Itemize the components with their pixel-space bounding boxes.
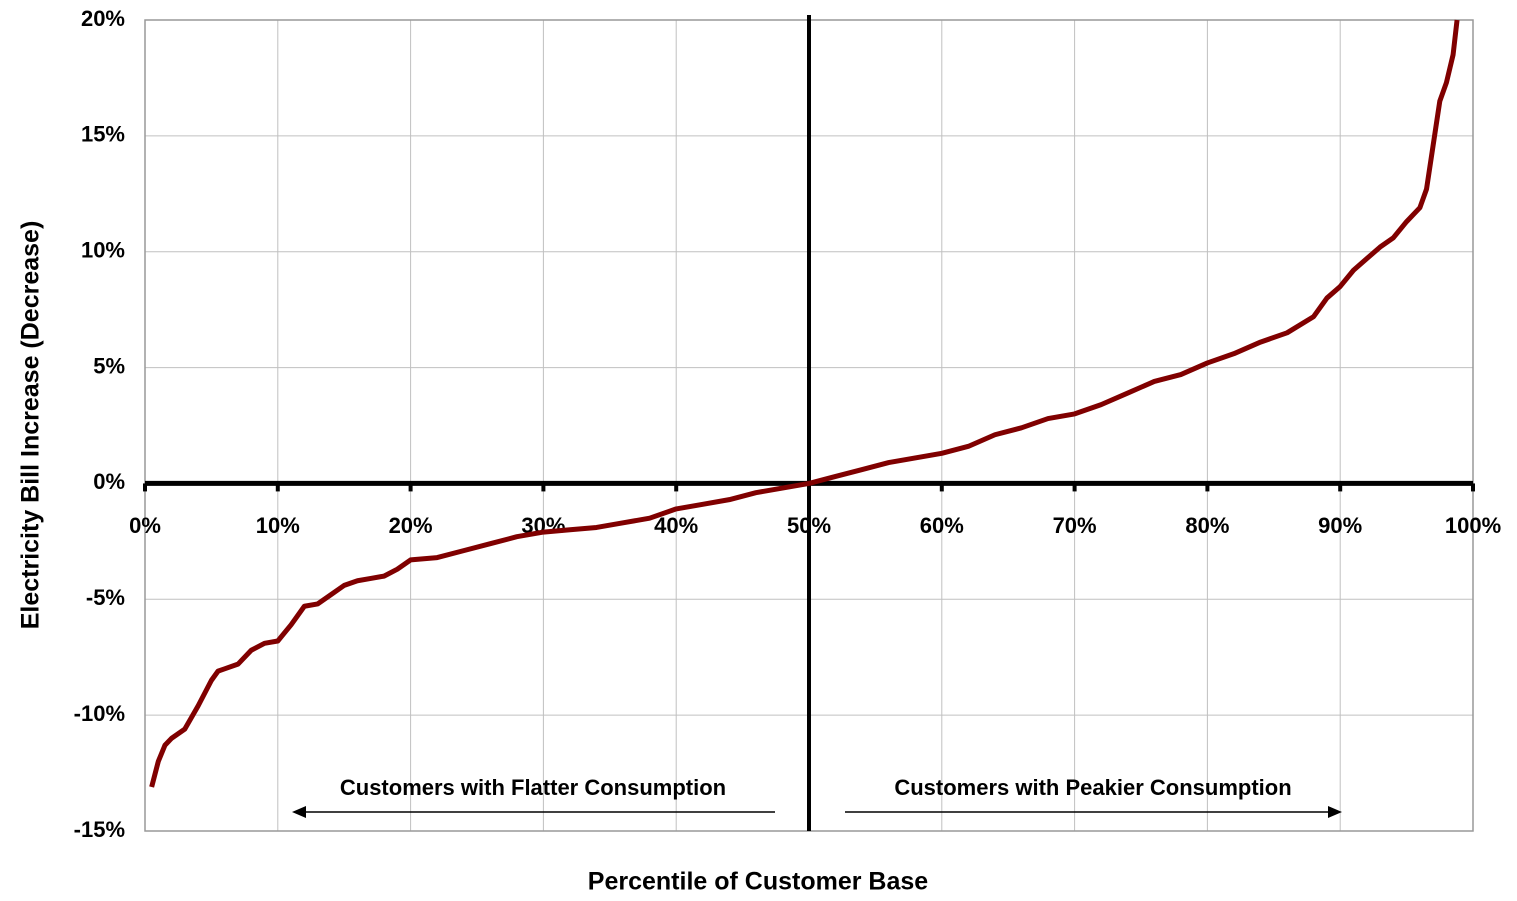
y-tick-label: 0% <box>93 469 125 494</box>
y-tick-label: 15% <box>81 122 125 147</box>
x-axis-title: Percentile of Customer Base <box>588 868 928 896</box>
data-line <box>149 19 1460 788</box>
arrow-head <box>1328 806 1342 818</box>
y-tick-label: -5% <box>86 585 125 610</box>
annotation: Customers with Peakier Consumption <box>894 775 1291 800</box>
x-tick-label: 80% <box>1185 513 1229 538</box>
x-tick-label: 60% <box>920 513 964 538</box>
y-axis-title: Electricity Bill Increase (Decrease) <box>17 221 45 630</box>
y-tick-label: 20% <box>81 6 125 31</box>
x-tick-label: 10% <box>256 513 300 538</box>
y-tick-label: -15% <box>74 817 125 842</box>
y-tick-label: -10% <box>74 701 125 726</box>
x-tick-label: 40% <box>654 513 698 538</box>
x-tick-label: 0% <box>129 513 161 538</box>
x-tick-label: 20% <box>389 513 433 538</box>
x-tick-label: 70% <box>1053 513 1097 538</box>
x-tick-label: 100% <box>1445 513 1501 538</box>
arrow-head <box>292 806 306 818</box>
y-tick-label: 5% <box>93 353 125 378</box>
annotation: Customers with Flatter Consumption <box>340 775 726 800</box>
x-tick-label: 90% <box>1318 513 1362 538</box>
y-tick-label: 10% <box>81 238 125 263</box>
